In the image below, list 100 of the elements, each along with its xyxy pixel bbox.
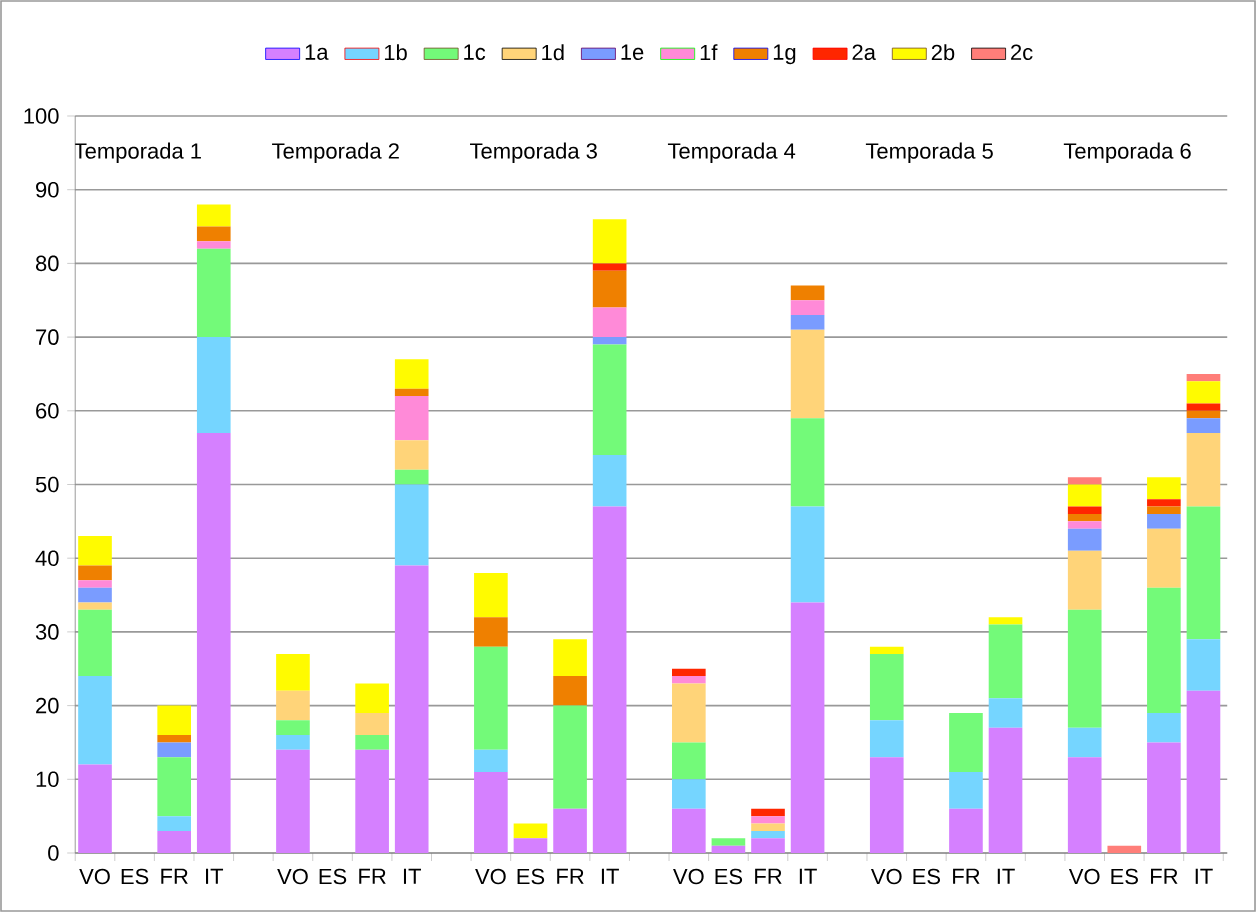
- bar: [1067, 757, 1102, 853]
- bar: [1186, 639, 1221, 691]
- bar: [553, 676, 587, 706]
- bar: [1067, 484, 1102, 507]
- x-tick-label: ES: [715, 868, 743, 885]
- x-tick-label: FR: [755, 868, 782, 884]
- y-tick-label: 100: [24, 108, 59, 124]
- annotation: Temporada 2: [272, 142, 399, 164]
- bar: [672, 683, 706, 743]
- bar: [78, 676, 112, 765]
- bar: [869, 646, 904, 655]
- bar: [474, 617, 508, 647]
- bar: [196, 248, 231, 338]
- x-tick-label: VO: [870, 868, 902, 885]
- bar: [711, 838, 746, 846]
- x-tick-label: ES: [517, 868, 545, 885]
- bar: [553, 639, 587, 677]
- bar: [869, 720, 904, 758]
- x-tick-label: FR: [1151, 868, 1178, 884]
- x-tick-label: FR: [359, 868, 386, 884]
- bar: [790, 329, 825, 419]
- x-tick-label: ES: [1111, 868, 1138, 885]
- bar: [78, 565, 112, 581]
- bar: [1147, 499, 1181, 507]
- legend-label: 1e: [621, 44, 644, 60]
- bar: [1147, 712, 1181, 743]
- bar: [157, 757, 191, 817]
- bar: [157, 705, 191, 736]
- bar: [672, 779, 706, 809]
- bar: [553, 808, 587, 853]
- bar: [196, 432, 231, 853]
- annotation: Temporada 4: [667, 142, 796, 164]
- annotation: Temporada 6: [1063, 142, 1191, 164]
- bar: [790, 314, 825, 330]
- bar: [1067, 727, 1102, 758]
- bar: [394, 388, 429, 397]
- bar: [790, 506, 825, 603]
- x-tick-label: IT: [601, 868, 619, 884]
- bar: [1147, 742, 1181, 853]
- annotation: Temporada 3: [470, 142, 597, 164]
- bar: [394, 359, 429, 389]
- bar: [751, 838, 785, 853]
- y-tick-label: 70: [36, 329, 59, 345]
- bar: [1186, 373, 1221, 382]
- bar: [672, 742, 706, 780]
- bar: [751, 823, 785, 831]
- bar: [1147, 477, 1181, 500]
- bar: [988, 727, 1023, 853]
- legend-label: 1f: [700, 44, 718, 61]
- bar: [196, 337, 231, 433]
- bar: [1186, 403, 1221, 411]
- bar: [394, 440, 429, 470]
- bar: [157, 816, 191, 831]
- bar: [474, 646, 508, 750]
- bar: [790, 300, 825, 315]
- bar: [276, 749, 310, 853]
- bar: [672, 668, 706, 677]
- bar: [553, 705, 587, 809]
- bar: [1067, 506, 1102, 514]
- bar: [1186, 418, 1221, 433]
- bar: [1067, 513, 1102, 522]
- bar: [474, 771, 508, 853]
- bar: [672, 676, 706, 684]
- legend-label: 2b: [931, 44, 955, 61]
- bar: [355, 712, 389, 736]
- bar: [949, 808, 983, 853]
- legend-label: 1c: [464, 44, 486, 60]
- x-tick-label: VO: [475, 868, 506, 885]
- bar: [1107, 845, 1142, 853]
- bar: [78, 536, 112, 566]
- bar: [78, 609, 112, 677]
- bar: [474, 572, 508, 618]
- bar: [592, 263, 627, 271]
- legend-label: 1b: [384, 44, 407, 61]
- bar: [196, 204, 231, 227]
- bar: [592, 219, 627, 264]
- bar: [276, 720, 310, 736]
- x-tick-label: FR: [953, 868, 980, 884]
- bar: [711, 845, 746, 853]
- x-tick-label: VO: [673, 868, 704, 885]
- x-tick-label: IT: [1195, 868, 1213, 884]
- bar: [751, 816, 785, 824]
- x-tick-label: IT: [403, 868, 421, 884]
- bar: [949, 771, 983, 809]
- bar: [513, 823, 548, 839]
- annotation: Temporada 1: [74, 142, 201, 164]
- bar: [592, 506, 627, 853]
- bar: [1147, 528, 1181, 588]
- x-tick-label: VO: [277, 868, 308, 885]
- bar: [276, 735, 310, 750]
- x-tick-label: FR: [557, 868, 584, 884]
- bar: [513, 838, 548, 853]
- bar: [1067, 550, 1102, 610]
- bar: [592, 337, 627, 345]
- bar: [355, 735, 389, 750]
- bar: [751, 830, 785, 839]
- y-tick-label: 80: [35, 255, 59, 272]
- y-tick-label: 40: [35, 550, 59, 566]
- legend-label: 1d: [542, 44, 564, 61]
- bar: [1147, 506, 1181, 514]
